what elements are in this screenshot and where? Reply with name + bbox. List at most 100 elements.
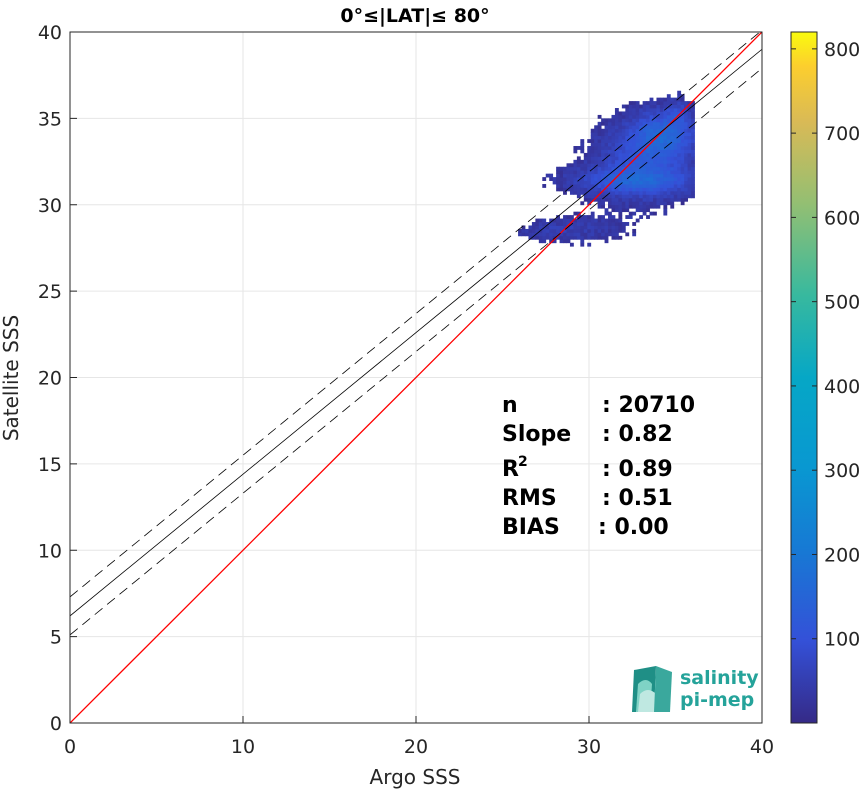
density-cell bbox=[580, 149, 585, 154]
density-cell bbox=[628, 114, 633, 119]
density-cell bbox=[656, 197, 661, 202]
density-cell bbox=[576, 222, 581, 226]
density-cell bbox=[642, 139, 647, 143]
density-cell bbox=[601, 190, 605, 195]
density-cell bbox=[614, 118, 619, 123]
density-cell bbox=[646, 135, 650, 140]
density-cell bbox=[597, 166, 602, 171]
density-cell bbox=[691, 156, 695, 161]
density-cell bbox=[666, 194, 671, 199]
density-cell bbox=[583, 218, 588, 223]
density-cell bbox=[670, 121, 675, 126]
density-cell bbox=[618, 173, 623, 178]
density-cell bbox=[642, 170, 647, 175]
density-cell bbox=[573, 225, 578, 230]
density-cell bbox=[632, 173, 637, 178]
density-cell bbox=[573, 222, 578, 226]
density-cell bbox=[538, 225, 543, 230]
density-cell bbox=[656, 194, 661, 199]
density-cell bbox=[680, 194, 685, 199]
density-cell bbox=[590, 228, 595, 233]
density-cell bbox=[604, 232, 609, 237]
density-cell bbox=[680, 190, 685, 195]
density-cell bbox=[563, 187, 567, 192]
density-cell bbox=[580, 180, 585, 185]
density-cell bbox=[621, 190, 626, 195]
density-cell bbox=[691, 163, 695, 168]
density-cell bbox=[611, 159, 616, 164]
density-cell bbox=[646, 104, 650, 109]
density-cell bbox=[621, 228, 626, 233]
density-cell bbox=[687, 108, 692, 112]
density-cell bbox=[653, 180, 657, 185]
density-cell bbox=[670, 187, 675, 192]
density-cell bbox=[618, 159, 623, 164]
density-cell bbox=[687, 152, 692, 157]
density-cell bbox=[649, 190, 654, 195]
density-cell bbox=[673, 166, 678, 171]
density-cell bbox=[670, 97, 675, 102]
density-cell bbox=[576, 190, 581, 195]
density-cell bbox=[659, 121, 664, 126]
density-cell bbox=[632, 204, 637, 209]
density-cell bbox=[663, 152, 668, 157]
density-cell bbox=[659, 104, 664, 109]
density-cell bbox=[642, 163, 647, 168]
density-cell bbox=[663, 139, 668, 143]
density-cell bbox=[628, 215, 633, 219]
density-cell bbox=[646, 197, 650, 202]
density-cell bbox=[576, 187, 581, 192]
density-cell bbox=[608, 166, 612, 171]
density-cell bbox=[680, 159, 685, 164]
density-cell bbox=[642, 101, 647, 105]
density-cell bbox=[632, 146, 637, 150]
density-cell bbox=[673, 177, 678, 181]
density-cell bbox=[639, 108, 644, 112]
density-cell bbox=[549, 232, 554, 237]
density-cell bbox=[635, 197, 640, 202]
density-cell bbox=[583, 177, 588, 181]
density-cell bbox=[608, 228, 612, 233]
density-cell bbox=[670, 111, 675, 116]
density-cell bbox=[566, 218, 571, 223]
colorbar: 100 200 300 400 500 600 700 800 bbox=[790, 31, 860, 724]
density-cell bbox=[666, 173, 671, 178]
density-cell bbox=[566, 163, 571, 168]
density-cell bbox=[639, 197, 644, 202]
density-cell bbox=[625, 156, 630, 161]
density-cell bbox=[614, 149, 619, 154]
density-cell bbox=[656, 121, 661, 126]
density-cell bbox=[673, 159, 678, 164]
density-cell bbox=[642, 121, 647, 126]
density-cell bbox=[656, 149, 661, 154]
stat-value: : 0.51 bbox=[602, 486, 673, 511]
y-tick-label: 40 bbox=[38, 22, 62, 44]
density-cell bbox=[601, 235, 605, 240]
density-cell bbox=[677, 135, 682, 140]
density-cell bbox=[684, 190, 689, 195]
density-cell bbox=[566, 225, 571, 230]
density-cell bbox=[649, 128, 654, 133]
density-cell bbox=[614, 125, 619, 130]
density-cell bbox=[642, 173, 647, 178]
density-cell bbox=[666, 190, 671, 195]
density-cell bbox=[590, 135, 595, 140]
density-cell bbox=[677, 146, 682, 150]
density-cell bbox=[680, 146, 685, 150]
density-cell bbox=[656, 204, 661, 209]
density-cell bbox=[563, 173, 567, 178]
density-cell bbox=[625, 118, 630, 123]
density-cell bbox=[635, 187, 640, 192]
density-cell bbox=[632, 159, 637, 164]
density-cell bbox=[566, 235, 571, 240]
density-cell bbox=[663, 163, 668, 168]
density-cell bbox=[625, 146, 630, 150]
density-cell bbox=[618, 215, 623, 219]
density-cell bbox=[614, 228, 619, 233]
density-cell bbox=[646, 128, 650, 133]
density-cell bbox=[670, 163, 675, 168]
density-cell bbox=[656, 201, 661, 206]
density-cell bbox=[666, 180, 671, 185]
density-cell bbox=[618, 114, 623, 119]
density-cell bbox=[670, 156, 675, 161]
